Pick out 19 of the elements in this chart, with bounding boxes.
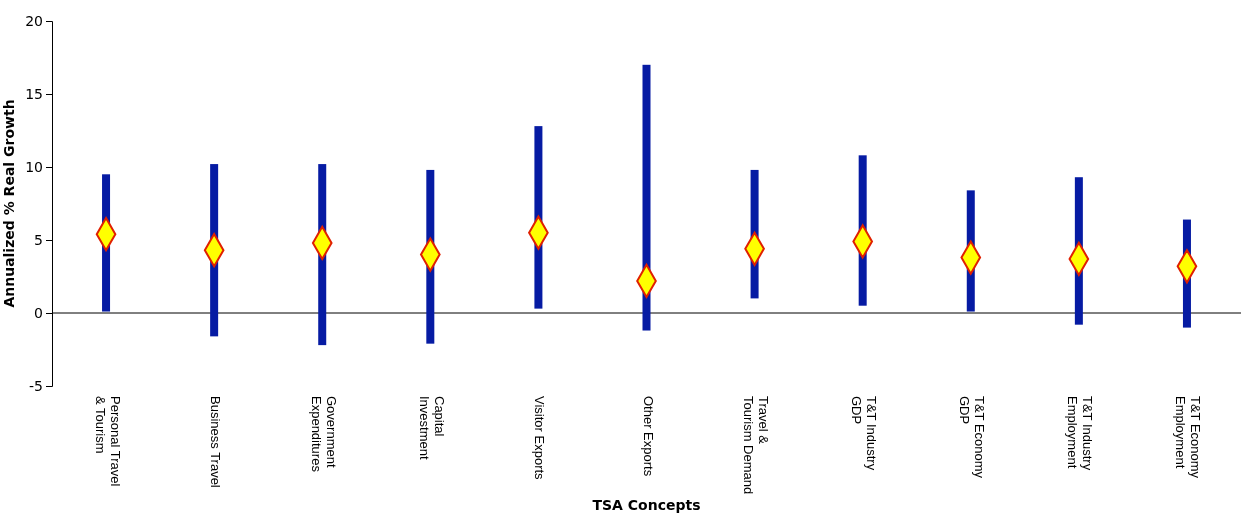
x-axis-title: TSA Concepts xyxy=(592,497,701,513)
x-tick-label: Capital Investment xyxy=(416,396,447,460)
x-tick-label: T&T Industry GDP xyxy=(848,396,879,471)
x-tick-label: Personal Travel & Tourism xyxy=(92,396,123,487)
x-tick-label: T&T Economy GDP xyxy=(956,396,987,479)
y-tick-label: -5 xyxy=(29,377,43,394)
x-tick-label: Visitor Exports xyxy=(531,396,547,481)
x-tick-label: Business Travel xyxy=(207,396,223,488)
x-tick-label: T&T Industry Employment xyxy=(1064,396,1095,471)
y-tick-label: 10 xyxy=(25,158,43,175)
x-tick-label: Government Expenditures xyxy=(308,396,339,473)
y-tick-label: 20 xyxy=(25,12,43,29)
y-tick-label: 5 xyxy=(34,231,43,248)
y-tick-label: 15 xyxy=(25,85,43,102)
y-axis-title: Annualized % Real Growth xyxy=(1,99,17,308)
x-tick-label: Other Exports xyxy=(640,396,656,477)
x-tick-label: T&T Economy Employment xyxy=(1173,396,1204,479)
y-tick-label: 0 xyxy=(34,304,43,321)
x-tick-label: Travel & Tourism Demand xyxy=(740,396,771,495)
